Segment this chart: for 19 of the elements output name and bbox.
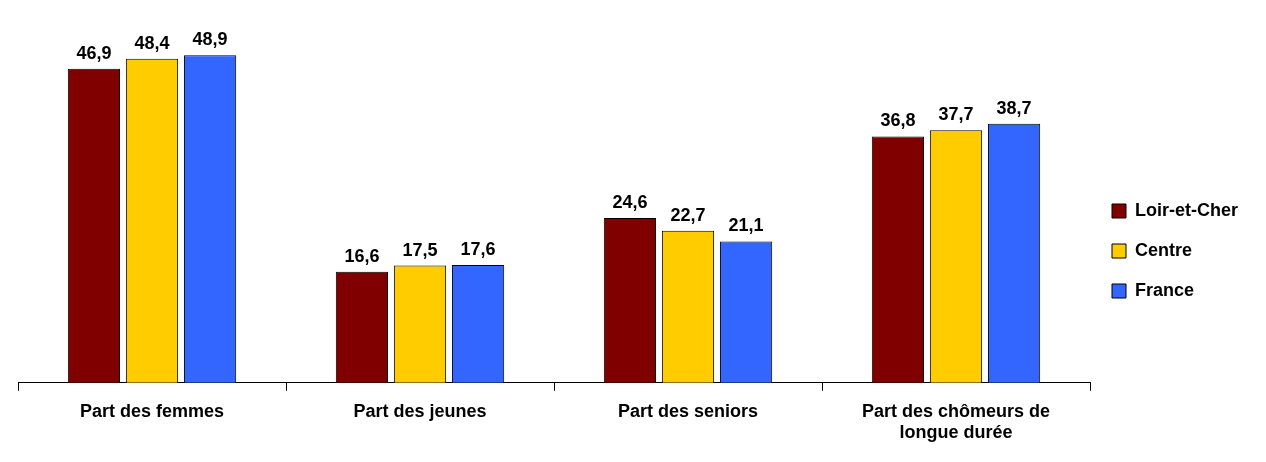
legend-label: Loir-et-Cher xyxy=(1135,199,1238,220)
data-label: 24,6 xyxy=(612,192,648,213)
x-tick-label: Part des seniors xyxy=(617,400,759,421)
data-label: 21,1 xyxy=(728,215,764,236)
data-label: 48,9 xyxy=(192,29,228,50)
data-label: 17,5 xyxy=(402,239,438,260)
data-label: 38,7 xyxy=(996,97,1032,118)
legend-label: France xyxy=(1135,279,1195,300)
x-tick-label: Part des jeunes xyxy=(353,400,487,421)
x-tick-label: Part des femmes xyxy=(79,400,225,421)
data-label: 48,4 xyxy=(134,32,170,53)
data-label: 22,7 xyxy=(670,204,706,225)
data-label: 46,9 xyxy=(76,42,112,63)
data-label: 17,6 xyxy=(460,238,496,259)
data-label: 36,8 xyxy=(880,110,916,131)
data-label: 16,6 xyxy=(344,245,380,266)
data-label: 37,7 xyxy=(938,104,974,125)
x-tick-label: Part des chômeurs de longue durée xyxy=(861,400,1051,443)
legend-label: Centre xyxy=(1135,239,1193,260)
